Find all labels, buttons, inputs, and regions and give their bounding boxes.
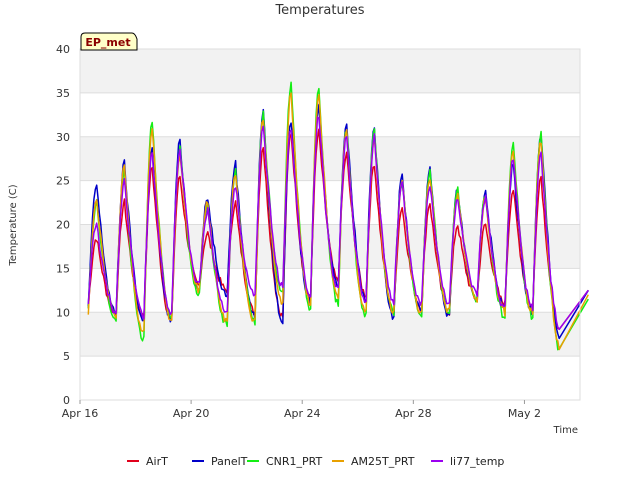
plot-band	[80, 49, 580, 93]
plot-background	[80, 49, 580, 400]
y-tick-label: 30	[56, 131, 70, 144]
plot-band	[80, 356, 580, 400]
site-badge: EP_met	[80, 32, 138, 51]
y-tick-label: 5	[63, 350, 70, 363]
x-tick-label: Apr 20	[173, 407, 210, 420]
x-axis-ticks: Apr 16 Apr 20 Apr 24 Apr 28 May 2	[62, 400, 541, 420]
y-tick-label: 0	[63, 394, 70, 407]
legend: AirT PanelT CNR1_PRT AM25T_PRT li77_temp	[127, 455, 504, 468]
plot-band	[80, 180, 580, 225]
plot-band	[80, 136, 580, 181]
plot-band	[80, 92, 580, 137]
y-tick-label: 20	[56, 219, 70, 232]
plot-frame	[79, 48, 581, 401]
legend-label-cnr1-prt: CNR1_PRT	[266, 455, 323, 468]
chart-title: Temperatures	[274, 3, 364, 18]
legend-label-airt: AirT	[146, 455, 168, 468]
y-tick-label: 35	[56, 87, 70, 100]
y-tick-label: 10	[56, 306, 70, 319]
badge-label: EP_met	[85, 36, 130, 49]
series-lines	[87, 81, 589, 351]
x-axis-label: Time	[553, 425, 578, 436]
y-axis-ticks: 0 5 10 15 20 25 30 35 40	[56, 43, 70, 407]
y-axis-label: Temperature (C)	[8, 184, 19, 266]
y-tick-label: 25	[56, 175, 70, 188]
legend-label-li77-temp: li77_temp	[450, 455, 504, 468]
y-tick-label: 40	[56, 43, 70, 56]
legend-label-am25t-prt: AM25T_PRT	[351, 455, 415, 468]
plot-band	[80, 312, 580, 357]
x-tick-label: Apr 16	[62, 407, 99, 420]
x-tick-label: Apr 28	[395, 407, 432, 420]
y-tick-label: 15	[56, 262, 70, 275]
legend-label-panelt: PanelT	[211, 455, 248, 468]
series-line-li77-temp	[87, 116, 589, 331]
x-tick-label: May 2	[508, 407, 541, 420]
badge-box	[80, 32, 138, 51]
x-tick-label: Apr 24	[284, 407, 321, 420]
